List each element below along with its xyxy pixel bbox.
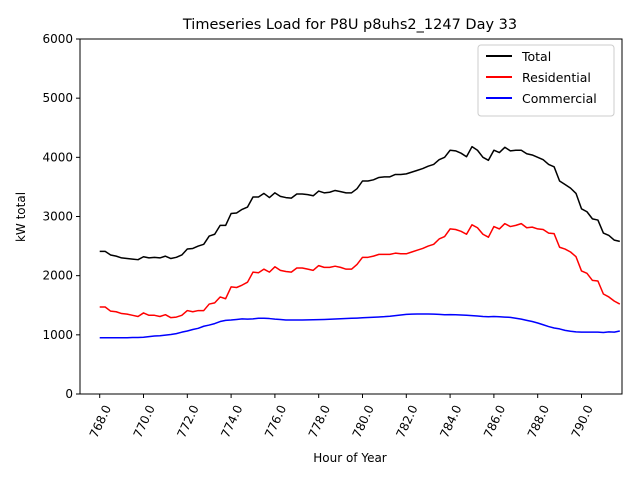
x-tick-label: 778.0	[306, 403, 333, 440]
chart-title: Timeseries Load for P8U p8uhs2_1247 Day …	[182, 17, 517, 33]
x-tick-label: 782.0	[393, 403, 420, 440]
x-tick-label: 780.0	[350, 403, 377, 440]
y-axis-label: kW total	[14, 192, 28, 242]
x-tick-label: 772.0	[174, 403, 201, 440]
x-tick-label: 786.0	[481, 403, 508, 440]
series-line-commercial	[99, 313, 620, 339]
y-tick-label: 5000	[42, 91, 73, 105]
legend-label-residential: Residential	[522, 70, 591, 85]
x-tick-label: 790.0	[569, 403, 596, 440]
y-tick-label: 3000	[42, 210, 73, 224]
series-layer	[99, 145, 621, 339]
y-tick-label: 4000	[42, 150, 73, 164]
x-tick-label: 776.0	[262, 403, 289, 440]
legend: Total Residential Commercial	[477, 44, 615, 117]
legend-label-total: Total	[521, 49, 551, 64]
series-line-residential	[99, 222, 621, 319]
x-axis: 768.0 770.0 772.0 774.0 776.0 778.0 780.0 782.0…	[87, 394, 596, 440]
series-line-total	[99, 145, 620, 261]
x-axis-label: Hour of Year	[313, 451, 387, 465]
x-tick-label: 770.0	[131, 403, 158, 440]
y-axis: 0 1000 2000 3000 4000 5000 6000	[42, 32, 80, 401]
y-tick-label: 1000	[42, 328, 73, 342]
y-tick-label: 6000	[42, 32, 73, 46]
x-tick-label: 788.0	[525, 403, 552, 440]
y-tick-label: 0	[65, 387, 73, 401]
x-tick-label: 768.0	[87, 403, 114, 440]
legend-label-commercial: Commercial	[522, 91, 597, 106]
x-tick-label: 784.0	[437, 403, 464, 440]
x-tick-label: 774.0	[218, 403, 245, 440]
y-tick-label: 2000	[42, 269, 73, 283]
